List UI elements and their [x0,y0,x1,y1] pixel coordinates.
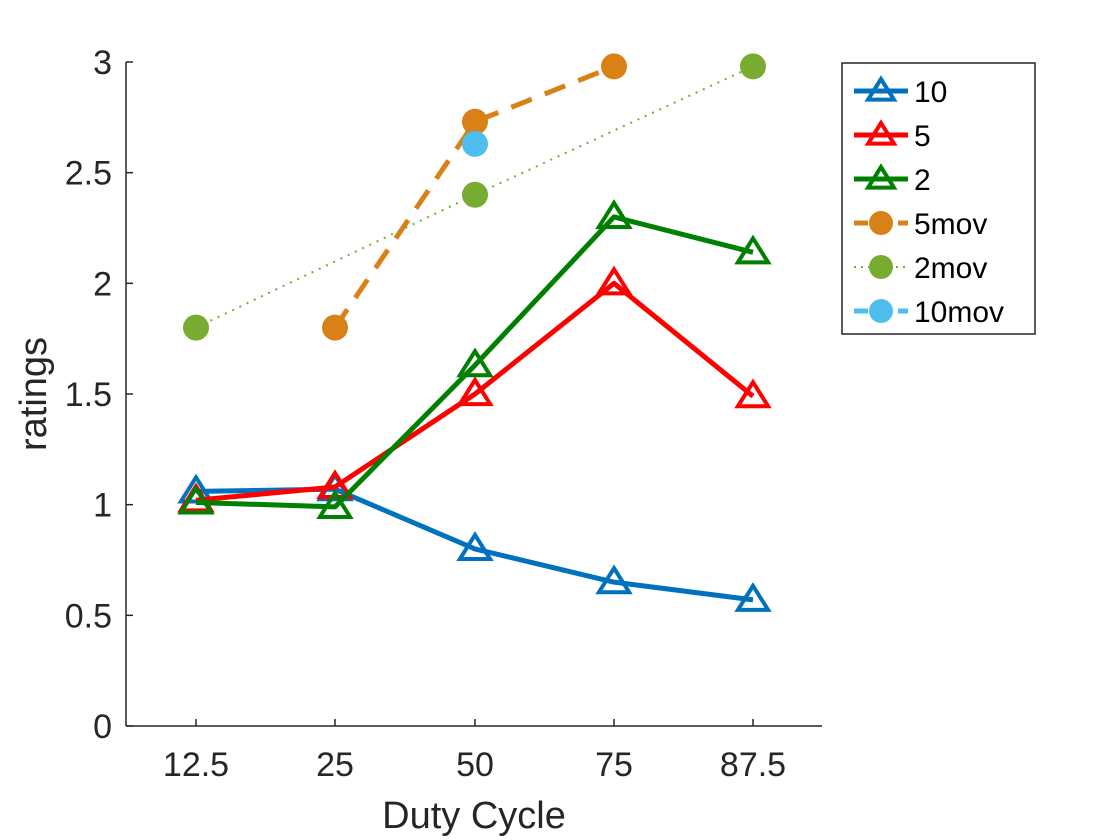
data-point-marker [864,163,898,190]
data-point-marker [864,119,898,146]
legend-label: 2mov [914,252,987,285]
legend-item-2mov: 2mov [854,252,987,285]
series-2mov [183,53,766,341]
legend-item-5: 5 [854,119,931,153]
x-tick-label: 75 [595,746,633,784]
data-point-marker [734,378,772,409]
x-tick-label: 50 [456,746,494,784]
data-point-marker [740,53,766,80]
data-point-marker [595,265,633,296]
series-5mov [322,53,627,341]
y-tick-label: 3 [93,44,112,82]
legend-item-10mov: 10mov [854,296,1004,329]
series-line [332,64,615,330]
data-point-marker [316,469,354,500]
legend-label: 5mov [914,208,987,241]
legend-label: 10 [914,76,947,109]
y-tick-label: 2 [93,265,112,303]
y-tick-label: 1 [93,487,112,525]
legend-box [841,62,1036,335]
data-point-marker [601,53,627,80]
data-point-marker [869,211,893,235]
y-tick-label: 0 [93,708,112,746]
legend-item-10: 10 [854,75,947,109]
data-point-marker [864,75,898,102]
x-tick-label: 25 [316,746,354,784]
data-point-marker [456,376,494,407]
legend: 10 5 2 5mov 2mov 10mov [841,62,1036,335]
data-point-marker [595,199,633,230]
series-line [195,65,754,329]
y-tick-label: 2.5 [65,155,112,193]
data-point-marker [462,181,488,208]
data-point-marker [462,130,488,157]
data-point-marker [734,234,772,265]
series-2 [177,199,772,519]
data-point-marker [316,489,354,519]
legend-item-2: 2 [854,163,931,197]
y-axis-title: ratings [13,337,55,451]
y-tick-label: 1.5 [65,376,112,414]
x-axis-title: Duty Cycle [382,795,566,837]
data-point-marker [595,564,633,595]
axes: 12.5 25 50 75 87.5 0 0.5 1 1.5 2 2.5 3 [65,44,822,784]
legend-item-5mov: 5mov [854,208,987,241]
data-point-marker [456,347,494,378]
series-layer [177,53,772,612]
x-tick-label: 12.5 [163,746,229,784]
series-10mov [462,130,488,157]
x-tick-label: 87.5 [720,746,786,784]
data-point-marker [462,108,488,135]
data-point-marker [177,473,215,504]
series-line [195,214,754,510]
data-point-marker [456,531,494,562]
data-point-marker [177,484,215,515]
series-5 [177,265,772,513]
data-point-marker [183,314,209,341]
data-point-marker [322,314,348,341]
series-line [195,280,755,503]
y-tick-label: 0.5 [65,597,112,635]
data-point-marker [869,299,893,323]
data-point-marker [734,582,772,612]
legend-label: 2 [914,164,931,197]
data-point-marker [869,255,893,279]
legend-label: 5 [914,120,931,153]
legend-label: 10mov [914,296,1004,329]
